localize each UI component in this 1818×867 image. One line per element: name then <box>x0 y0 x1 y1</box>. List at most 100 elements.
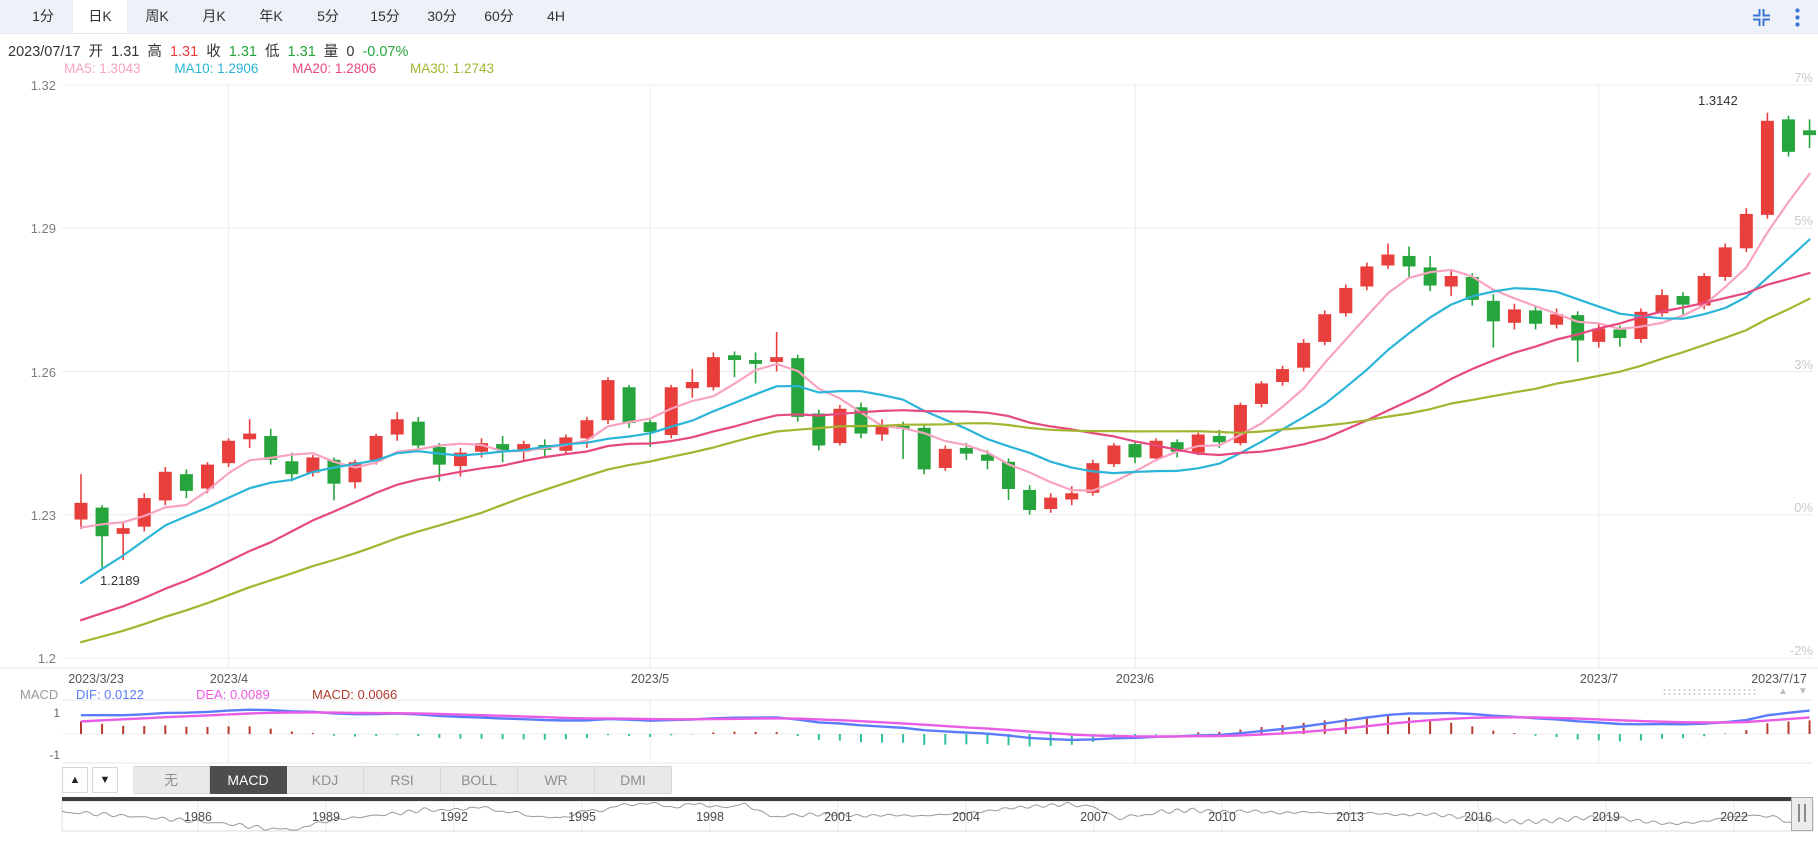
candle-body <box>643 422 657 433</box>
high-point-label: 1.3142 <box>1698 93 1738 108</box>
candle-body <box>727 355 741 361</box>
candle-body <box>1149 440 1163 459</box>
candle-body <box>432 446 446 465</box>
candle-body <box>1002 461 1016 489</box>
indicator-tab-RSI[interactable]: RSI <box>364 766 441 794</box>
candle-body <box>1170 442 1184 452</box>
candle-body <box>179 474 193 491</box>
candle-body <box>664 387 678 436</box>
date-axis-tick: 2023/6 <box>1115 672 1155 686</box>
indicator-tab-KDJ[interactable]: KDJ <box>287 766 364 794</box>
indicator-tab-BOLL[interactable]: BOLL <box>441 766 518 794</box>
ma30-value: MA30: 1.2743 <box>409 61 495 76</box>
pane-up-arrow-icon[interactable]: ▲ <box>1778 686 1798 697</box>
candle-body <box>264 435 278 460</box>
ma20-line <box>79 271 1811 622</box>
indicator-tab-无[interactable]: 无 <box>133 766 210 794</box>
exit-fullscreen-icon[interactable] <box>1752 8 1771 27</box>
candle-body <box>1360 266 1374 287</box>
indicator-move-down-button[interactable]: ▼ <box>92 767 118 793</box>
price-axis-tick: 1.2 <box>37 651 56 666</box>
kebab-menu-icon[interactable] <box>1795 7 1800 27</box>
navigator-year-tick: 1995 <box>568 810 596 824</box>
period-tab-60分[interactable]: 60分 <box>484 8 514 24</box>
indicator-tab-DMI[interactable]: DMI <box>595 766 672 794</box>
price-axis-tick: 1.23 <box>30 507 56 523</box>
date-axis-tick: 2023/7/17 <box>1751 672 1807 686</box>
indicator-tab-MACD[interactable]: MACD <box>210 766 287 794</box>
pane-resize-dots-handle[interactable] <box>1662 688 1758 697</box>
indicator-move-up-button[interactable]: ▲ <box>62 767 88 793</box>
navigator-year-tick: 2016 <box>1464 810 1492 824</box>
open-value: 1.31 <box>111 44 140 60</box>
date-axis-tick: 2023/4 <box>209 672 249 686</box>
candle-body <box>580 420 594 439</box>
candle-body <box>749 360 763 364</box>
candle-body <box>1781 119 1795 152</box>
macd-value: MACD: 0.0066 <box>312 687 398 702</box>
period-tab-年K[interactable]: 年K <box>259 8 283 24</box>
period-tab-4H[interactable]: 4H <box>547 8 565 24</box>
candle-body <box>1486 300 1500 322</box>
ma20-value: MA20: 1.2806 <box>292 61 377 76</box>
period-tab-日K[interactable]: 日K <box>73 0 127 33</box>
high-value: 1.31 <box>169 44 199 60</box>
candle-body <box>685 382 699 389</box>
price-axis-tick: 1.29 <box>30 221 56 237</box>
volume-label: 量 <box>323 44 339 60</box>
period-tab-15分[interactable]: 15分 <box>370 8 400 24</box>
candle-body <box>959 447 973 454</box>
navigator-covered-range-bar[interactable] <box>62 797 1791 801</box>
candle-body <box>812 413 826 446</box>
change-percent: -0.07% <box>362 44 409 60</box>
ma10-line <box>79 238 1811 585</box>
indicator-tab-WR[interactable]: WR <box>518 766 595 794</box>
date-axis-tick: 2023/7 <box>1579 672 1619 686</box>
candle-body <box>622 387 636 424</box>
period-tab-5分[interactable]: 5分 <box>317 8 339 24</box>
navigator-year-tick: 1986 <box>184 810 212 824</box>
ma30-line <box>79 297 1811 644</box>
candle-body <box>1760 120 1774 215</box>
ma10-value: MA10: 1.2906 <box>174 61 259 76</box>
navigator-year-tick: 2004 <box>952 810 980 824</box>
percent-axis-tick: 5% <box>1794 213 1813 229</box>
close-value: 1.31 <box>228 44 257 60</box>
period-tab-1分[interactable]: 1分 <box>32 8 54 24</box>
candle-body <box>1107 445 1121 465</box>
navigator-year-tick: 1998 <box>696 810 724 824</box>
dif-value: DIF: 0.0122 <box>76 687 144 702</box>
pane-collapse-arrows[interactable]: ▲▼ <box>1778 686 1818 697</box>
candle-body <box>1465 276 1479 300</box>
period-tab-周K[interactable]: 周K <box>145 8 169 24</box>
candle-body <box>74 502 88 520</box>
navigator-year-tick: 2007 <box>1080 810 1108 824</box>
candle-body <box>116 528 130 534</box>
candle-body <box>1655 295 1669 314</box>
candle-body <box>95 507 109 537</box>
candle-body <box>601 380 615 421</box>
candle-body <box>1339 287 1353 314</box>
volume-value: 0 <box>346 44 355 60</box>
info-date: 2023/07/17 <box>8 44 81 60</box>
period-tab-月K[interactable]: 月K <box>202 8 226 24</box>
macd-scale-bottom: -1 <box>49 748 60 762</box>
pane-down-arrow-icon[interactable]: ▼ <box>1797 686 1818 697</box>
indicator-tab-bar: ▲ ▼ 无 MACD KDJ RSI BOLL WR DMI <box>0 766 1818 794</box>
dea-value: DEA: 0.0089 <box>196 687 270 702</box>
navigator-year-tick: 2013 <box>1336 810 1364 824</box>
candle-body <box>1507 309 1521 323</box>
toolbar-icons <box>1752 7 1800 27</box>
dea-line <box>80 711 1810 738</box>
ohlc-info-bar: 2023/07/17 开 1.31 高 1.31 收 1.31 低 1.31 量… <box>8 40 412 60</box>
percent-axis-tick: 0% <box>1794 499 1813 515</box>
candle-body <box>1739 213 1753 249</box>
candle-body <box>1803 130 1817 136</box>
candle-body <box>875 424 889 435</box>
period-tab-30分[interactable]: 30分 <box>427 8 457 24</box>
navigator-range-handle[interactable] <box>1791 797 1813 831</box>
candle-body <box>1254 383 1268 404</box>
low-point-label: 1.2189 <box>100 573 140 588</box>
candle-body <box>496 444 510 451</box>
